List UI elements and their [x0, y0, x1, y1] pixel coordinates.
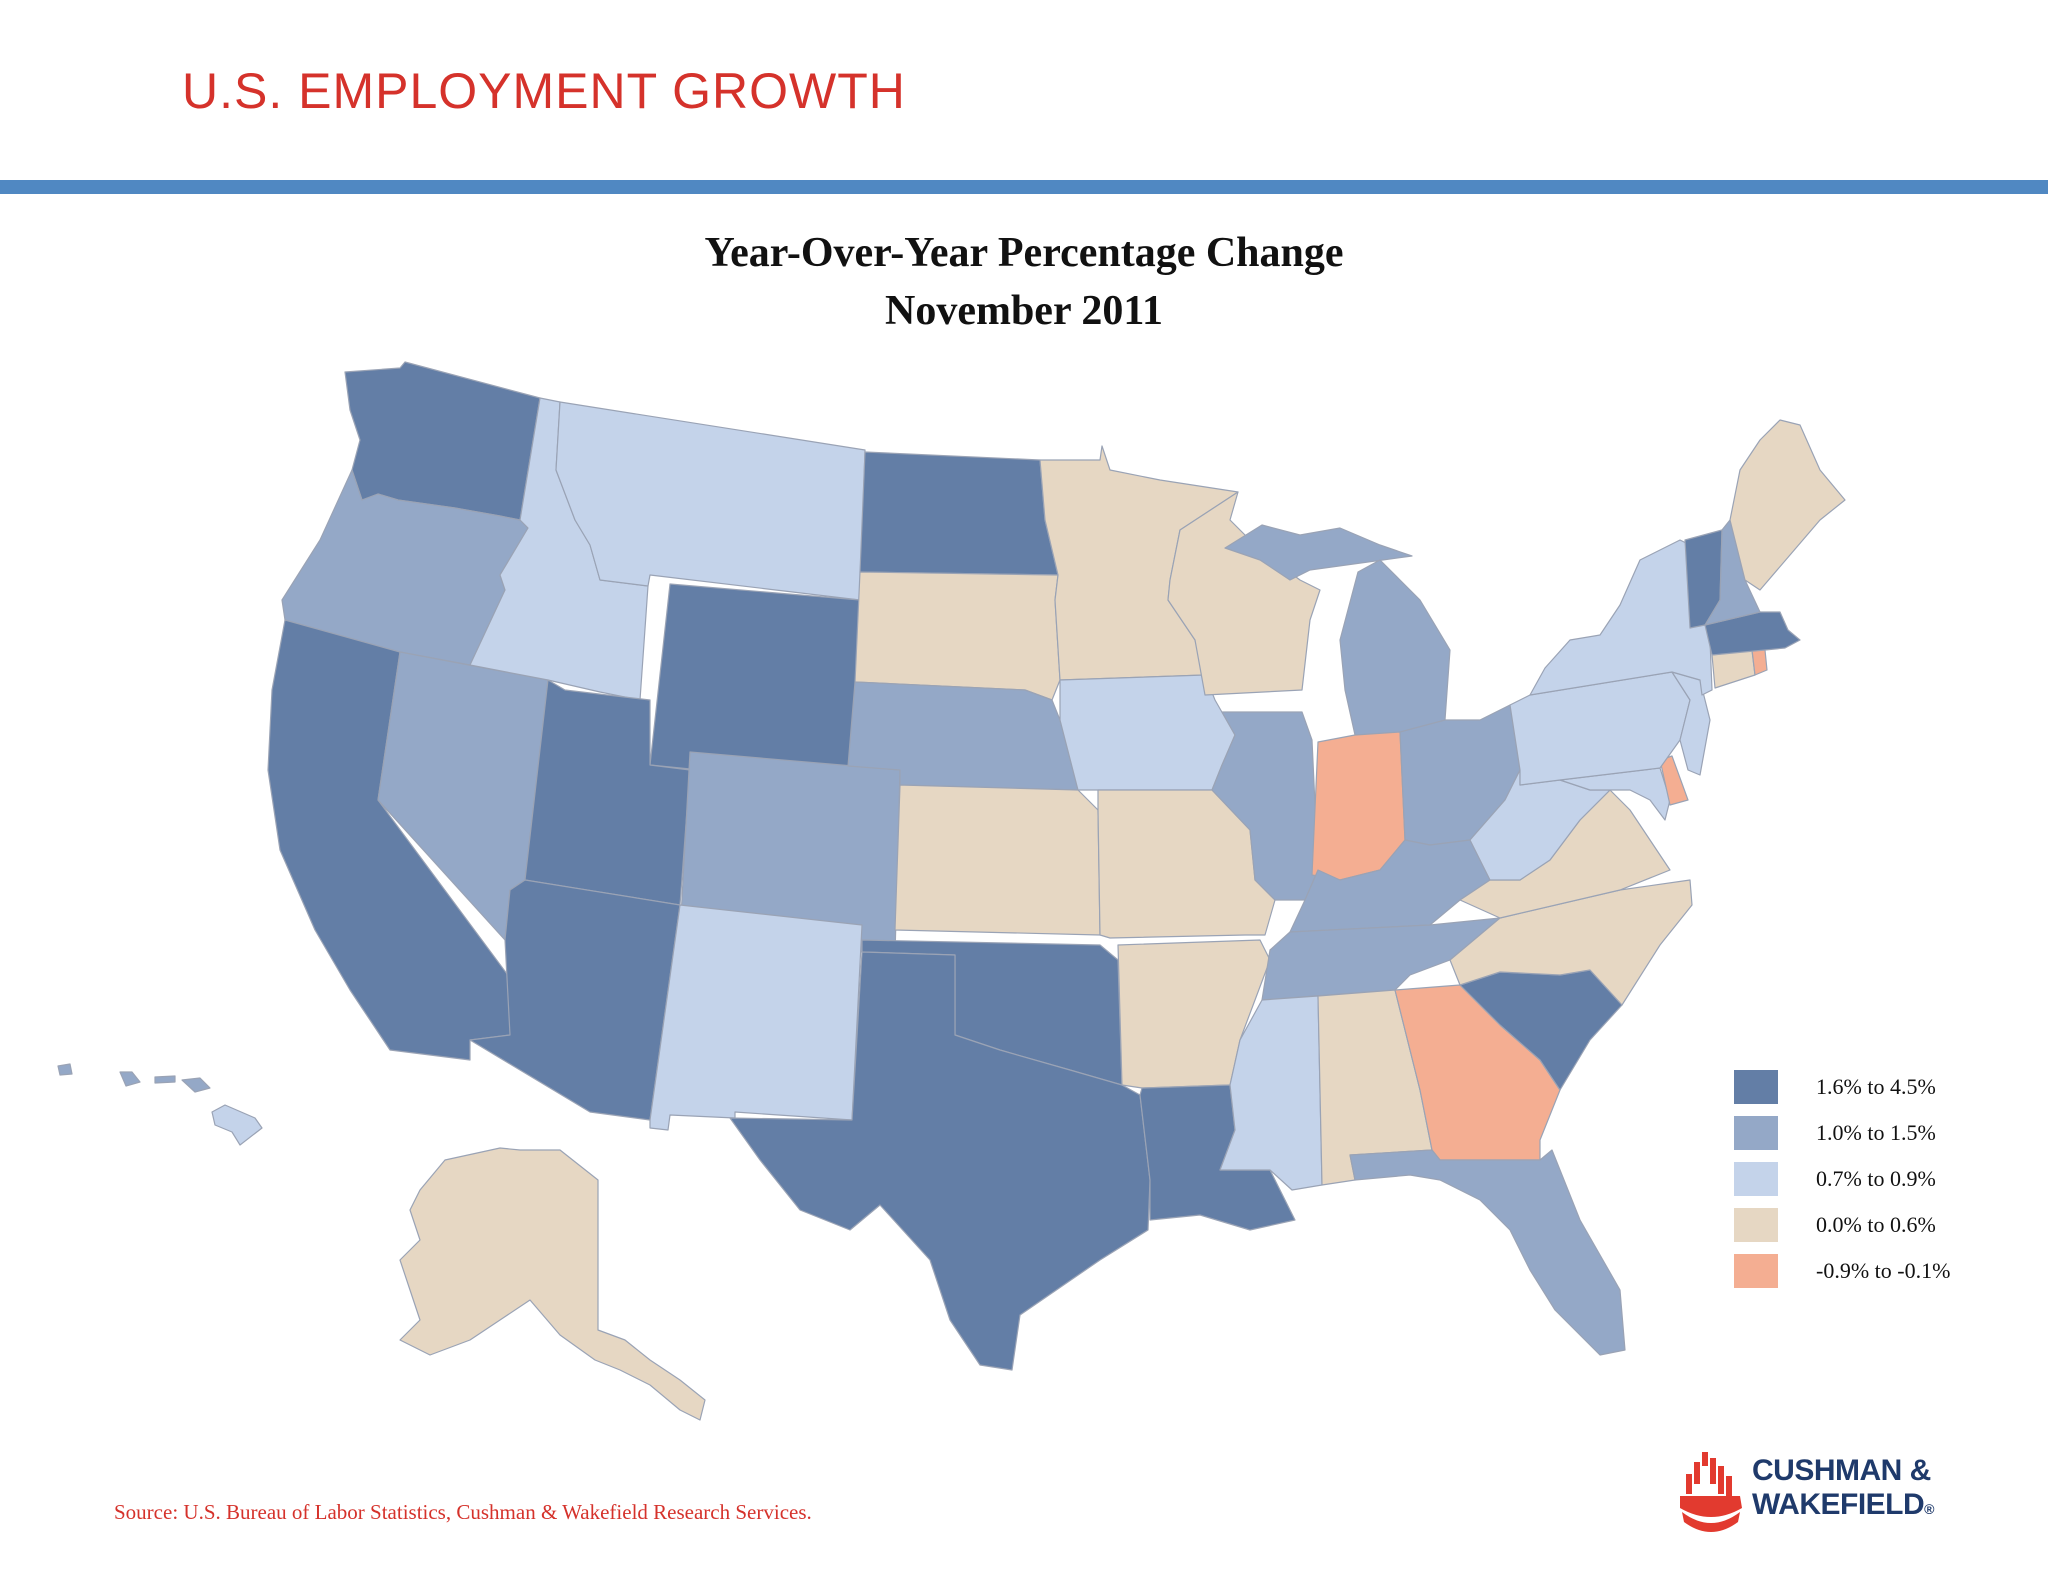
legend-swatch	[1734, 1254, 1778, 1288]
island-maui	[181, 1077, 211, 1093]
source-note: Source: U.S. Bureau of Labor Statistics,…	[114, 1500, 812, 1524]
state-maine[interactable]	[1729, 419, 1846, 591]
state-california[interactable]	[267, 619, 531, 1061]
island-kauai	[57, 1063, 73, 1076]
registered-mark: ®	[1924, 1501, 1934, 1517]
logo-text-line2: WAKEFIELD®	[1752, 1488, 1934, 1522]
state-north-dakota[interactable]	[859, 451, 1059, 576]
state-wyoming[interactable]	[649, 583, 861, 786]
header-divider	[0, 180, 2048, 194]
island-molokai	[154, 1075, 176, 1084]
state-illinois[interactable]	[1211, 711, 1319, 901]
legend-item: 0.0% to 0.6%	[1734, 1202, 1950, 1248]
legend-swatch	[1734, 1116, 1778, 1150]
logo-building-icon	[1680, 1452, 1742, 1532]
map-legend: 1.6% to 4.5% 1.0% to 1.5% 0.7% to 0.9% 0…	[1734, 1064, 1950, 1294]
legend-label: 0.7% to 0.9%	[1816, 1166, 1936, 1191]
island-oahu	[119, 1071, 141, 1087]
state-alaska[interactable]	[399, 1147, 706, 1421]
state-maryland[interactable]	[1559, 767, 1671, 821]
state-connecticut[interactable]	[1711, 649, 1756, 689]
state-texas[interactable]	[729, 951, 1151, 1371]
state-rhode-island[interactable]	[1751, 649, 1768, 676]
legend-swatch	[1734, 1070, 1778, 1104]
legend-item: 0.7% to 0.9%	[1734, 1156, 1950, 1202]
state-new-york[interactable]	[1529, 539, 1713, 696]
legend-label: -0.9% to -0.1%	[1816, 1258, 1951, 1283]
legend-label: 1.6% to 4.5%	[1816, 1074, 1936, 1099]
state-hawaii[interactable]	[211, 1104, 263, 1146]
state-florida[interactable]	[1349, 1149, 1626, 1356]
legend-item: -0.9% to -0.1%	[1734, 1248, 1950, 1294]
page-header-title: U.S. EMPLOYMENT GROWTH	[182, 63, 906, 119]
legend-swatch	[1734, 1162, 1778, 1196]
legend-item: 1.0% to 1.5%	[1734, 1110, 1950, 1156]
state-massachusetts[interactable]	[1704, 611, 1801, 656]
map-title: Year-Over-Year Percentage Change	[704, 230, 1344, 276]
legend-item: 1.6% to 4.5%	[1734, 1064, 1950, 1110]
state-montana[interactable]	[555, 401, 866, 601]
legend-swatch	[1734, 1208, 1778, 1242]
legend-label: 0.0% to 0.6%	[1816, 1212, 1936, 1237]
state-kansas[interactable]	[894, 784, 1101, 936]
state-south-dakota[interactable]	[854, 571, 1061, 701]
logo-text-wakefield: WAKEFIELD	[1752, 1488, 1925, 1521]
state-new-mexico[interactable]	[649, 904, 863, 1131]
logo-text-line1: CUSHMAN &	[1752, 1454, 1931, 1487]
state-wisconsin[interactable]	[1167, 491, 1321, 696]
map-subtitle: November 2011	[884, 288, 1164, 334]
legend-label: 1.0% to 1.5%	[1816, 1120, 1936, 1145]
company-logo: CUSHMAN & WAKEFIELD®	[1680, 1452, 1970, 1542]
